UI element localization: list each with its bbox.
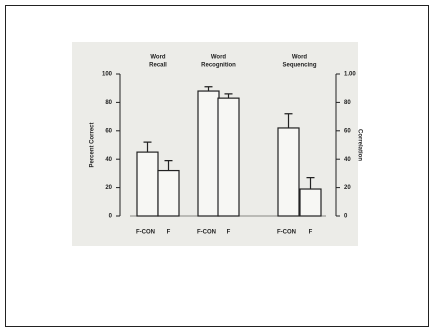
bar: [157, 169, 180, 217]
y-tick-label: 40: [105, 157, 112, 163]
y2-tick-label: 1.00: [344, 72, 356, 78]
x-tick-label: F: [309, 230, 313, 236]
bar: [277, 127, 300, 217]
error-bar: [224, 93, 233, 99]
bar: [136, 151, 159, 217]
error-bar: [204, 86, 213, 92]
bar: [217, 97, 240, 217]
group-title: Word: [292, 55, 308, 61]
group-title: Recognition: [201, 63, 236, 69]
y-tick-label: 0: [109, 214, 113, 220]
y2-tick-label: 0: [344, 214, 348, 220]
y-tick-label: 80: [105, 100, 112, 106]
x-tick-label: F: [227, 230, 231, 236]
bar: [299, 188, 322, 217]
y2-tick-label: 20: [344, 185, 351, 191]
y2-axis-label: Correlation: [356, 129, 362, 161]
x-tick-label: F: [167, 230, 171, 236]
x-tick-label: F-CON: [277, 230, 296, 236]
group-title: Word: [150, 55, 166, 61]
y2-tick-label: 80: [344, 100, 351, 106]
y-tick-label: 60: [105, 128, 112, 134]
x-tick-label: F-CON: [197, 230, 216, 236]
group-title: Sequencing: [282, 63, 316, 69]
y2-tick-label: 40: [344, 157, 351, 163]
y2-tick-label: 60: [344, 128, 351, 134]
y-axis-label: Percent Correct: [90, 122, 96, 167]
y-tick-label: 20: [105, 185, 112, 191]
y-tick-label: 100: [102, 72, 113, 78]
error-bar: [164, 160, 173, 171]
group-title: Recall: [149, 63, 167, 69]
bar: [197, 90, 220, 217]
error-bar: [143, 141, 152, 153]
x-tick-label: F-CON: [136, 230, 155, 236]
error-bar: [284, 113, 293, 128]
error-bar: [306, 177, 315, 190]
group-title: Word: [211, 55, 227, 61]
